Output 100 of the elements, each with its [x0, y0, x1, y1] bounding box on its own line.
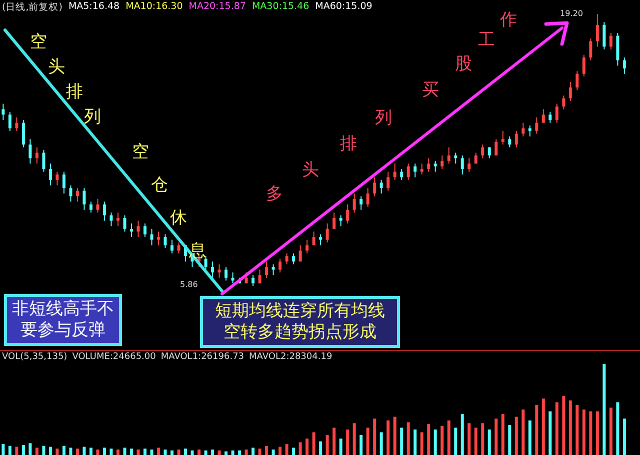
bar	[2, 444, 5, 455]
candlestick	[278, 258, 282, 273]
candlestick	[339, 214, 342, 227]
bar	[400, 428, 404, 455]
bar	[96, 450, 100, 455]
bar	[326, 434, 329, 455]
bar	[548, 411, 552, 455]
candlestick	[69, 184, 72, 202]
bar	[35, 448, 38, 455]
candlestick	[352, 193, 356, 214]
bar	[360, 434, 363, 455]
candlestick	[494, 138, 498, 156]
bar	[8, 446, 12, 455]
bar	[460, 414, 464, 455]
candlestick	[326, 222, 329, 243]
text: 非短线高手不要参与反弹	[4, 294, 122, 346]
candlestick	[582, 54, 586, 78]
candlestick	[360, 196, 363, 210]
text: (日线,前复权)	[2, 1, 62, 14]
bar	[562, 396, 566, 455]
text: VOLUME:24665.00	[72, 352, 156, 362]
candlestick	[596, 14, 599, 48]
bar	[616, 402, 620, 455]
bar	[406, 422, 410, 455]
candlestick	[28, 138, 32, 164]
candlestick	[366, 188, 370, 208]
bar	[501, 414, 504, 455]
bar	[488, 430, 491, 455]
bar	[272, 450, 275, 455]
candlestick	[116, 212, 120, 227]
bar	[298, 442, 302, 455]
bar	[123, 448, 126, 455]
bar	[130, 448, 133, 455]
candlestick	[102, 201, 106, 222]
bar	[528, 420, 532, 455]
bar	[622, 418, 626, 455]
candlestick	[568, 82, 572, 102]
candlestick	[542, 108, 545, 124]
candlestick	[535, 116, 538, 134]
bar	[494, 418, 498, 455]
bar	[136, 450, 140, 455]
bar	[319, 441, 322, 455]
candlestick	[312, 231, 316, 246]
candlestick	[204, 256, 208, 270]
candlestick	[414, 163, 417, 178]
bar	[542, 398, 545, 455]
bar	[285, 444, 288, 455]
candlestick	[468, 158, 471, 172]
candlestick	[48, 163, 52, 186]
bar	[454, 428, 458, 455]
bar	[576, 404, 579, 455]
bar	[82, 446, 86, 455]
candlestick	[528, 125, 532, 137]
bar	[62, 446, 66, 455]
candlestick	[393, 163, 396, 180]
bar	[89, 448, 92, 455]
candlestick	[8, 111, 12, 132]
bar	[69, 448, 72, 455]
bar	[420, 432, 424, 455]
text: VOL(5,35,135)	[2, 352, 68, 362]
candlestick	[602, 22, 606, 50]
bar	[164, 450, 167, 455]
candlestick	[501, 130, 504, 146]
bar	[244, 450, 248, 455]
bar	[252, 448, 255, 455]
bar	[393, 416, 396, 455]
candlestick	[218, 264, 221, 278]
bar	[589, 411, 592, 455]
candlestick	[22, 120, 25, 148]
bar	[218, 450, 221, 455]
candlestick	[386, 171, 390, 192]
candlestick	[2, 103, 5, 121]
bar	[427, 424, 430, 455]
candlestick	[76, 188, 79, 202]
candlestick	[440, 154, 444, 170]
candlestick	[508, 136, 512, 148]
bar	[102, 448, 106, 455]
bar	[224, 451, 228, 455]
bar	[150, 450, 154, 455]
candlestick	[589, 38, 592, 61]
candlestick	[380, 179, 383, 194]
bar	[373, 418, 376, 455]
annotation: 5.86	[180, 280, 198, 289]
candlestick	[143, 222, 146, 238]
bar	[22, 444, 25, 455]
bar	[116, 450, 120, 455]
candlestick	[622, 57, 626, 74]
candlestick	[56, 171, 59, 186]
bar	[258, 448, 262, 455]
candlestick	[319, 234, 322, 246]
candlestick	[89, 201, 92, 214]
candlestick	[514, 130, 518, 148]
bar	[143, 448, 146, 455]
candlestick	[562, 95, 566, 110]
bar	[440, 426, 444, 455]
candlestick	[400, 168, 404, 180]
bar	[190, 450, 194, 455]
bar	[332, 428, 336, 455]
candlestick	[292, 252, 296, 265]
bar	[110, 448, 113, 455]
